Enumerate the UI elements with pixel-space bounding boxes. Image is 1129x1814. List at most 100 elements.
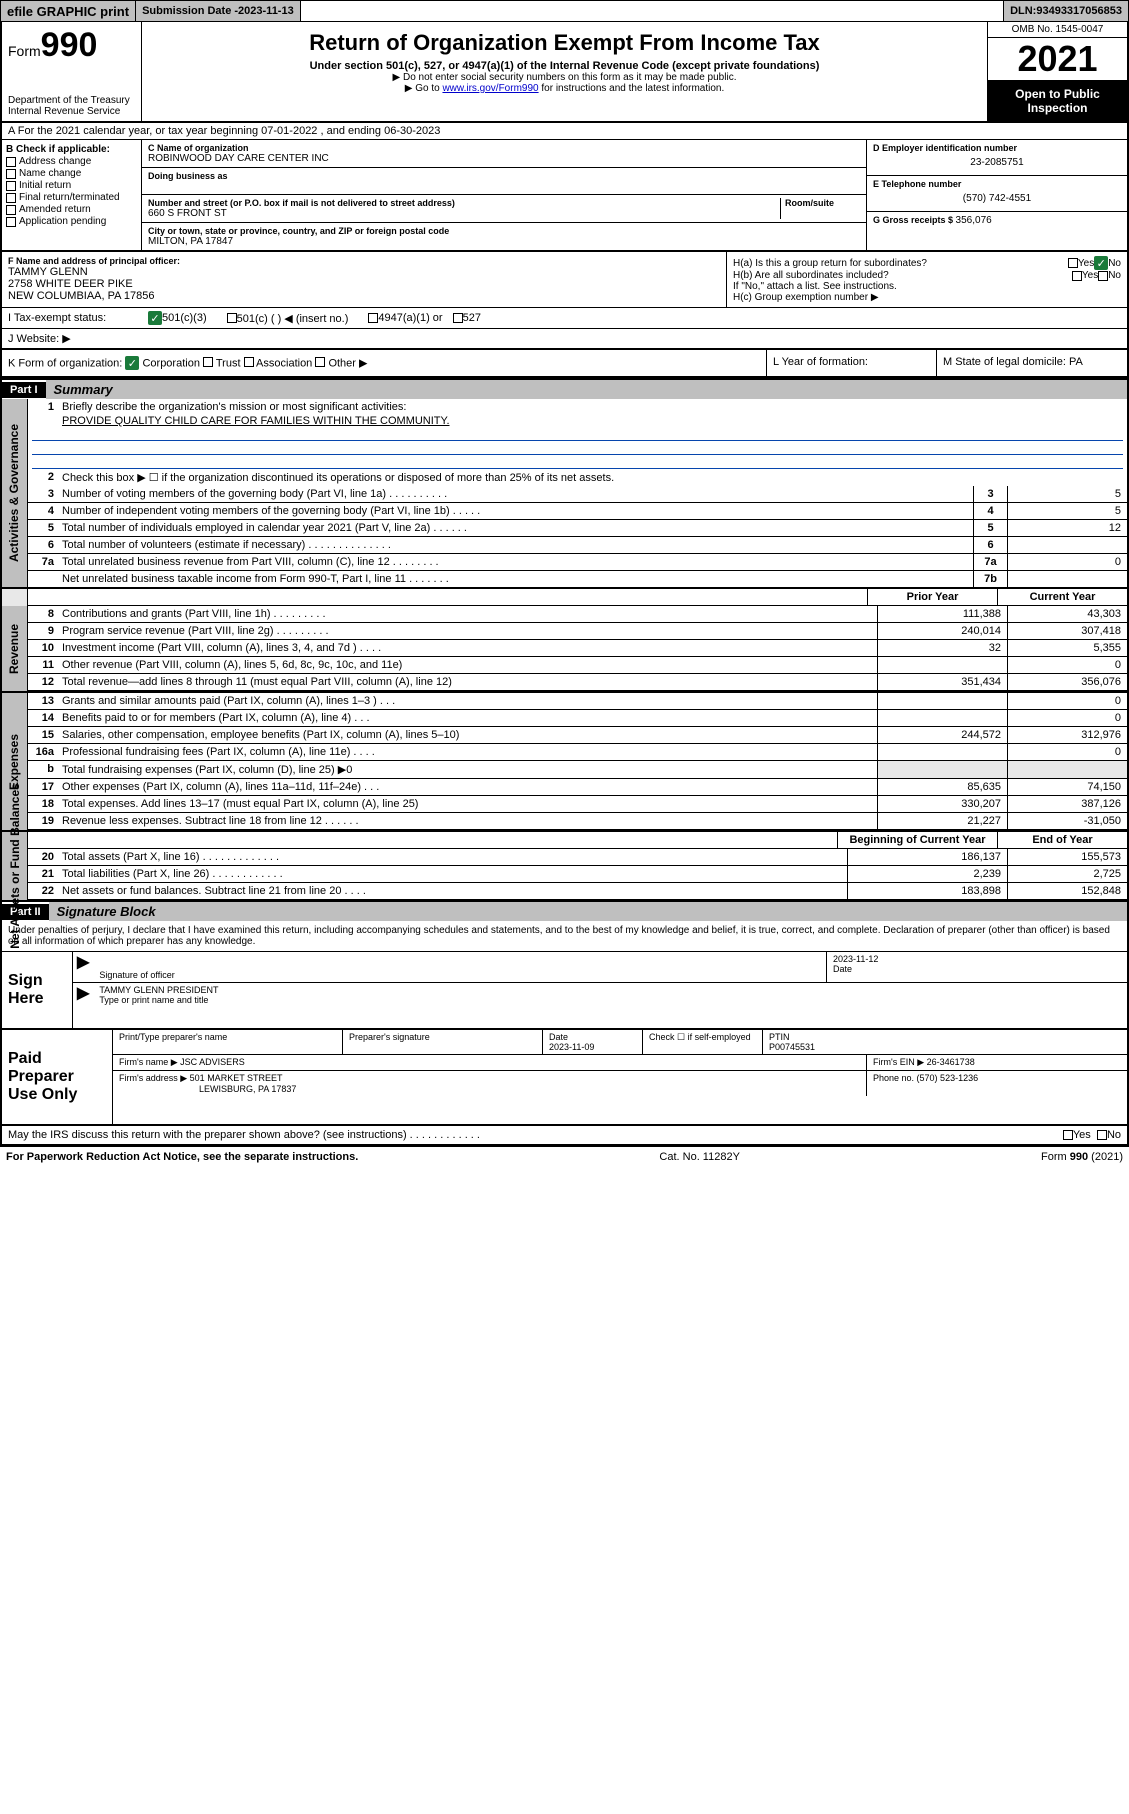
firm-name-label: Firm's name ▶ [119,1057,178,1067]
firm-addr2: LEWISBURG, PA 17837 [119,1084,296,1094]
hb-yes-checkbox[interactable] [1072,271,1082,281]
current-year-val: 312,976 [1007,727,1127,743]
prior-year-val: 85,635 [877,779,1007,795]
hb-yes: Yes [1082,270,1098,281]
4947-checkbox[interactable] [368,313,378,323]
financial-row: 12Total revenue—add lines 8 through 11 (… [28,674,1127,691]
line6-val [1007,537,1127,553]
line-num: b [28,761,58,778]
line7a-val: 0 [1007,554,1127,570]
sig-date-value: 2023-11-12 [833,954,1121,964]
discuss-row: May the IRS discuss this return with the… [0,1126,1129,1146]
col-l: L Year of formation: [767,350,937,376]
line-text: Other revenue (Part VIII, column (A), li… [58,657,877,673]
ha-no-checkbox[interactable]: ✓ [1094,256,1108,270]
assoc-label: Association [256,358,312,370]
phone-box: E Telephone number (570) 742-4551 [867,176,1127,212]
checkbox[interactable] [6,193,16,203]
hb-note: If "No," attach a list. See instructions… [733,281,1121,292]
dept-irs: Internal Revenue Service [8,106,135,117]
revenue-section: Revenue 8Contributions and grants (Part … [0,606,1129,691]
col-m: M State of legal domicile: PA [937,350,1127,376]
line-text: Total fundraising expenses (Part IX, col… [58,761,877,778]
line-text: Salaries, other compensation, employee b… [58,727,877,743]
page-footer: For Paperwork Reduction Act Notice, see … [0,1146,1129,1167]
checkbox[interactable] [6,205,16,215]
checkbox-label: Application pending [19,216,106,227]
assoc-checkbox[interactable] [244,357,254,367]
501c3-checkbox[interactable]: ✓ [148,311,162,325]
irs-link[interactable]: www.irs.gov/Form990 [442,83,538,94]
ptin-value: P00745531 [769,1042,815,1052]
arrow-icon: ▶ [73,952,93,982]
corp-label: Corporation [142,358,199,370]
prior-year-val [877,761,1007,778]
line-num: 12 [28,674,58,690]
form-title: Return of Organization Exempt From Incom… [150,30,979,56]
firm-ein: 26-3461738 [927,1057,975,1067]
net-row: 20Total assets (Part X, line 16) . . . .… [28,849,1127,866]
phone-label: E Telephone number [873,179,1121,189]
org-name-label: C Name of organization [148,143,860,153]
officer-label: F Name and address of principal officer: [8,256,720,266]
firm-addr-label: Firm's address ▶ [119,1073,187,1083]
firm-name: JSC ADVISERS [180,1057,245,1067]
street-addr: 660 S FRONT ST [148,208,780,219]
527-checkbox[interactable] [453,313,463,323]
501c-checkbox[interactable] [227,313,237,323]
prior-year-val: 240,014 [877,623,1007,639]
checkbox-line: Final return/terminated [6,192,137,203]
checkbox[interactable] [6,169,16,179]
financial-row: 15Salaries, other compensation, employee… [28,727,1127,744]
activities-body: 1Briefly describe the organization's mis… [28,399,1127,587]
line5: Total number of individuals employed in … [58,520,973,536]
line-text: Contributions and grants (Part VIII, lin… [58,606,877,622]
current-year-val: 5,355 [1007,640,1127,656]
dln-label: DLN: [1010,5,1036,17]
current-year-val: 0 [1007,657,1127,673]
financial-row: 13Grants and similar amounts paid (Part … [28,693,1127,710]
financial-row: 17Other expenses (Part IX, column (A), l… [28,779,1127,796]
line6: Total number of volunteers (estimate if … [58,537,973,553]
financial-row: 18Total expenses. Add lines 13–17 (must … [28,796,1127,813]
checkbox-label: Final return/terminated [19,192,120,203]
form-prefix: Form [8,43,41,59]
row-klm: K Form of organization: ✓ Corporation Tr… [0,350,1129,378]
trust-label: Trust [216,358,241,370]
line-num: 8 [28,606,58,622]
eoy-val: 155,573 [1007,849,1127,865]
line-num: 16a [28,744,58,760]
line4: Number of independent voting members of … [58,503,973,519]
eoy-val: 152,848 [1007,883,1127,899]
checkbox[interactable] [6,157,16,167]
discuss-yes-checkbox[interactable] [1063,1130,1073,1140]
activities-section: Activities & Governance 1Briefly describ… [0,399,1129,587]
footer-right: Form 990 (2021) [1041,1151,1123,1163]
trust-checkbox[interactable] [203,357,213,367]
efile-print-button[interactable]: efile GRAPHIC print [1,1,136,21]
tax-status-label: I Tax-exempt status: [8,312,148,324]
line5-val: 12 [1007,520,1127,536]
checkbox-label: Name change [19,168,81,179]
org-name: ROBINWOOD DAY CARE CENTER INC [148,153,860,164]
paid-preparer-block: Paid Preparer Use Only Print/Type prepar… [0,1030,1129,1126]
side-spacer [2,589,28,606]
form-subtitle: Under section 501(c), 527, or 4947(a)(1)… [150,60,979,72]
line-text: Program service revenue (Part VIII, line… [58,623,877,639]
prior-year-val: 351,434 [877,674,1007,690]
line-num: 11 [28,657,58,673]
note2-post: for instructions and the latest informat… [539,83,725,94]
hb-no-checkbox[interactable] [1098,271,1108,281]
checkbox[interactable] [6,181,16,191]
checkbox[interactable] [6,217,16,227]
ptin-label: PTIN [769,1032,790,1042]
side-revenue: Revenue [2,606,28,691]
other-checkbox[interactable] [315,357,325,367]
footer-center: Cat. No. 11282Y [659,1151,740,1163]
header-mid: Return of Organization Exempt From Incom… [142,22,987,121]
checkbox-label: Address change [19,156,91,167]
ha-yes-checkbox[interactable] [1068,258,1078,268]
discuss-no-checkbox[interactable] [1097,1130,1107,1140]
corp-checkbox[interactable]: ✓ [125,356,139,370]
dba-label: Doing business as [148,171,860,181]
